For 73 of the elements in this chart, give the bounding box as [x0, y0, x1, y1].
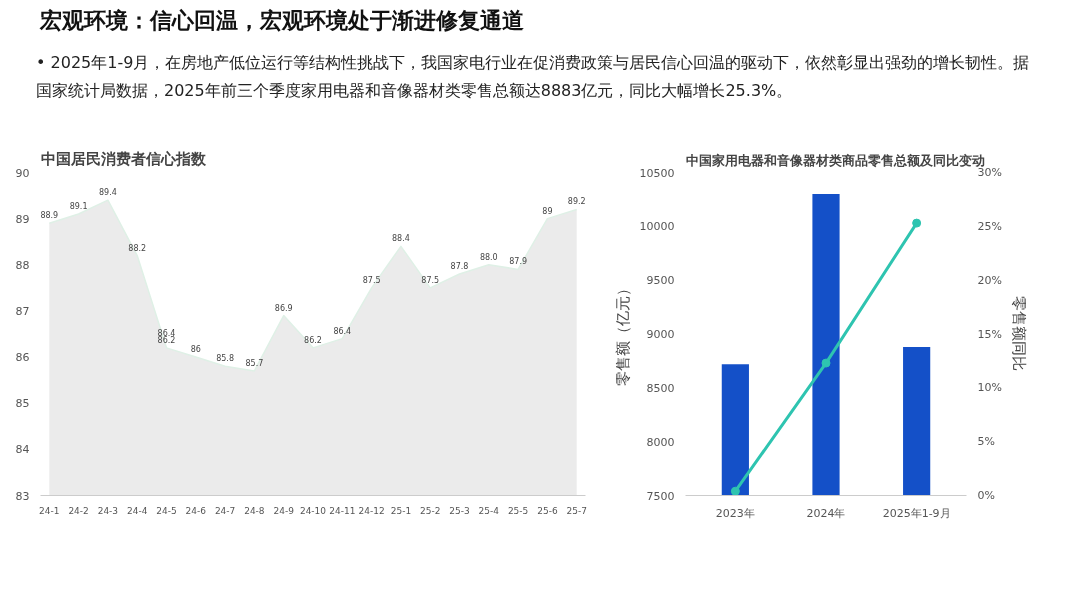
annotation: 86.4 — [157, 328, 176, 338]
data-label: 86.2 — [157, 335, 176, 345]
point — [821, 358, 831, 368]
data-label: 89.4 — [98, 188, 117, 198]
x-tick-label: 24-6 — [185, 505, 207, 516]
y2-tick-label: 10% — [977, 381, 1002, 395]
y2-tick-label: 5% — [977, 435, 995, 449]
y-tick-label: 83 — [15, 489, 30, 503]
y-tick-label: 7500 — [646, 489, 675, 503]
y-tick-label: 9000 — [646, 328, 675, 341]
y-tick-label: 10500 — [639, 166, 675, 180]
data-label: 89.1 — [69, 202, 88, 212]
data-label: 86.9 — [274, 303, 293, 313]
data-label: 89.2 — [567, 197, 586, 207]
y-tick-label: 9500 — [646, 274, 675, 288]
x-tick-label: 25-7 — [566, 505, 587, 516]
y2-tick-label: 30% — [977, 166, 1002, 179]
data-label: 88.0 — [479, 252, 498, 262]
x-tick-label: 24-5 — [156, 505, 177, 516]
x-tick-label: 25-3 — [449, 505, 470, 516]
y-tick-label: 84 — [15, 443, 30, 457]
text: 宏观环境：信心回温，宏观环境处于渐进修复通道 — [40, 7, 524, 35]
point — [912, 218, 922, 228]
y-tick-label: 89 — [15, 212, 30, 226]
data-label: 87.5 — [421, 275, 440, 285]
y-tick-label: 87 — [15, 304, 30, 318]
data-label: 86 — [190, 345, 201, 355]
data-label: 87.9 — [509, 257, 528, 267]
point — [730, 486, 740, 496]
x-tick-label: 25-1 — [390, 505, 412, 516]
data-label: 87.8 — [450, 262, 469, 272]
x-tick-label: 24-7 — [214, 505, 236, 516]
y2-axis-title: 零售额同比 — [1009, 296, 1028, 372]
y2-tick-label: 0% — [977, 489, 995, 502]
y-axis-title: 零售额（亿元） — [613, 281, 632, 387]
x-tick-label: 24-8 — [244, 505, 265, 516]
data-label: 88.4 — [392, 234, 410, 244]
x-tick-label: 2023年 — [715, 506, 755, 520]
x-tick-label: 25-4 — [478, 505, 500, 516]
x-tick-label: 24-2 — [68, 505, 89, 516]
data-label: 89 — [542, 206, 553, 216]
y-tick-label: 86 — [15, 351, 30, 365]
x-tick-label: 24-12 — [358, 505, 385, 516]
y-tick-label: 90 — [15, 166, 30, 180]
x-tick-label: 24-3 — [97, 505, 119, 516]
x-tick-label: 24-11 — [329, 505, 356, 516]
y-tick-label: 10000 — [639, 220, 675, 234]
data-label: 86.2 — [304, 335, 322, 345]
x-tick-label: 24-9 — [273, 505, 295, 516]
data-label: 85.7 — [245, 358, 264, 368]
x-tick-label: 25-5 — [507, 505, 529, 516]
y2-tick-label: 15% — [977, 327, 1002, 341]
data-label: 88.2 — [128, 243, 147, 253]
y-tick-label: 8000 — [646, 435, 675, 449]
y-tick-label: 8500 — [646, 381, 675, 395]
chart-title: 中国居民消费者信心指数 — [40, 149, 207, 168]
data-label: 85.8 — [216, 354, 234, 364]
x-tick-label: 2025年1-9月 — [882, 506, 951, 520]
y2-tick-label: 25% — [977, 219, 1002, 233]
x-tick-label: 24-1 — [39, 505, 60, 516]
x-tick-label: 24-10 — [299, 505, 327, 516]
data-label: 88.9 — [40, 211, 59, 221]
x-tick-label: 2024年 — [806, 506, 846, 520]
y2-tick-label: 20% — [977, 273, 1002, 287]
chart-title: 中国家用电器和音像器材类商品零售总额及同比变动 — [685, 152, 985, 168]
text: • 2025年1-9月，在房地产低位运行等结构性挑战下，我国家电行业在促消费政策与居民信心回温的驱动下，依然彰显出强劲的增长韧性。据国家统计局数据，2025年前三个季度家用电器和音像器材类零售总额达8883亿元，同比大幅增长25.3%。 — [36, 52, 1031, 102]
y-tick-label: 85 — [15, 397, 30, 411]
x-tick-label: 25-2 — [419, 505, 441, 516]
data-label: 86.4 — [333, 326, 352, 336]
x-tick-label: 24-4 — [126, 505, 148, 516]
y-tick-label: 88 — [15, 258, 30, 272]
data-label: 87.5 — [362, 275, 381, 285]
x-tick-label: 25-6 — [537, 505, 558, 516]
